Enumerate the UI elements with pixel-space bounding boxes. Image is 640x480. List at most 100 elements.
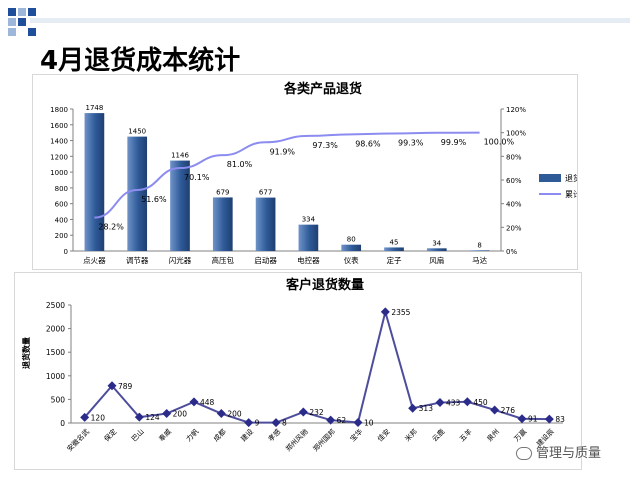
data-marker (134, 412, 144, 422)
y-tick-label: 1600 (50, 122, 68, 130)
data-value-label: 276 (501, 406, 516, 415)
y2-tick-label: 60% (506, 177, 522, 185)
y-tick-label: 1800 (50, 106, 68, 114)
y-tick-label: 500 (51, 395, 66, 404)
deco-square (28, 28, 36, 36)
data-marker (544, 414, 554, 424)
x-tick-label: 力帆 (184, 427, 200, 443)
data-value-label: 8 (282, 419, 287, 428)
data-value-label: 9 (255, 419, 260, 428)
data-marker (244, 418, 254, 428)
series-line (83, 307, 550, 424)
deco-square (18, 18, 26, 26)
data-value-label: 200 (227, 410, 242, 419)
legend-line-label: 累计不良比例 (565, 189, 577, 199)
data-marker (380, 307, 390, 317)
title-underline (30, 18, 630, 23)
bar-value-label: 679 (216, 188, 229, 196)
x-tick-label: 成都 (211, 427, 227, 443)
x-tick-label: 佳安 (375, 427, 391, 443)
y2-tick-label: 80% (506, 153, 522, 161)
bar-value-label: 34 (432, 239, 441, 247)
x-tick-label: 建设 (239, 427, 255, 443)
bar-value-label: 334 (302, 216, 316, 224)
cumulative-value-label: 99.9% (441, 138, 467, 147)
deco-square (8, 18, 16, 26)
data-value-label: 789 (118, 382, 133, 391)
y2-tick-label: 0% (506, 248, 517, 256)
data-marker (189, 397, 199, 407)
bar (170, 160, 190, 251)
data-marker (216, 409, 226, 419)
data-value-label: 313 (419, 404, 434, 413)
x-tick-label: 保定 (102, 427, 118, 443)
x-tick-label: 启动器 (254, 255, 277, 265)
bar (341, 244, 362, 251)
x-tick-label: 电控器 (297, 255, 320, 265)
x-tick-label: 云鹿 (430, 427, 446, 443)
x-tick-label: 泉州 (485, 427, 501, 443)
bar (212, 197, 233, 251)
x-tick-label: 宝华 (348, 427, 364, 443)
deco-square (8, 28, 16, 36)
x-tick-label: 闪光器 (169, 255, 192, 265)
y2-tick-label: 20% (506, 224, 522, 232)
data-marker (490, 405, 500, 415)
data-value-label: 448 (200, 398, 215, 407)
bar-value-label: 8 (477, 241, 481, 249)
y-tick-label: 0 (60, 419, 65, 428)
x-tick-label: 仪表 (344, 255, 359, 265)
bar-value-label: 1748 (85, 104, 103, 112)
x-tick-label: 孝感 (266, 427, 282, 443)
y-tick-label: 800 (55, 185, 68, 193)
bar (426, 248, 447, 251)
y2-tick-label: 40% (506, 201, 522, 209)
y-tick-label: 1400 (50, 138, 68, 146)
y-tick-label: 1000 (46, 372, 65, 381)
cumulative-value-label: 99.3% (398, 138, 424, 147)
data-marker (462, 397, 472, 407)
bar (298, 224, 319, 251)
data-value-label: 232 (309, 408, 324, 417)
x-tick-label: 巴山 (129, 427, 145, 443)
cumulative-value-label: 51.6% (141, 195, 167, 204)
bar-value-label: 1146 (171, 152, 189, 160)
data-value-label: 2355 (391, 308, 410, 317)
y2-tick-label: 120% (506, 106, 526, 114)
x-tick-label: 米邦 (403, 427, 419, 443)
data-marker (353, 418, 363, 428)
chart-title: 客户退货数量 (286, 277, 364, 293)
bar (255, 197, 276, 251)
bar-value-label: 45 (390, 238, 399, 246)
x-tick-label: 高压包 (212, 255, 235, 265)
bar (469, 250, 490, 251)
y-tick-label: 0 (64, 248, 68, 256)
bar (384, 247, 404, 251)
cumulative-line (94, 131, 480, 219)
bar-value-label: 1450 (128, 128, 146, 136)
legend-bar-swatch (539, 174, 561, 182)
data-marker (80, 412, 90, 422)
data-marker (435, 398, 445, 408)
y-tick-label: 1500 (46, 348, 65, 357)
slide-title: 4月退货成本统计 (40, 46, 241, 76)
x-tick-label: 安徽名武 (65, 427, 91, 453)
y-tick-label: 1200 (50, 153, 68, 161)
data-marker (107, 381, 117, 391)
y-tick-label: 2000 (46, 325, 65, 334)
x-tick-label: 郑州风驰 (284, 427, 310, 453)
y2-tick-label: 100% (506, 130, 526, 138)
x-tick-label: 奉威 (157, 427, 173, 443)
watermark-text: 管理与质量 (536, 446, 602, 461)
y-axis-label: 退货数量 (21, 337, 31, 369)
cumulative-value-label: 100.0% (484, 138, 515, 147)
cumulative-value-label: 70.1% (184, 173, 210, 182)
chart-title: 各类产品退货 (283, 81, 362, 97)
bar-value-label: 677 (259, 189, 272, 197)
data-marker (271, 418, 281, 428)
data-marker (517, 414, 527, 424)
data-marker (326, 415, 336, 425)
data-marker (408, 403, 418, 413)
y-tick-label: 600 (55, 201, 68, 209)
legend-bar-label: 退货数量 (565, 173, 577, 183)
